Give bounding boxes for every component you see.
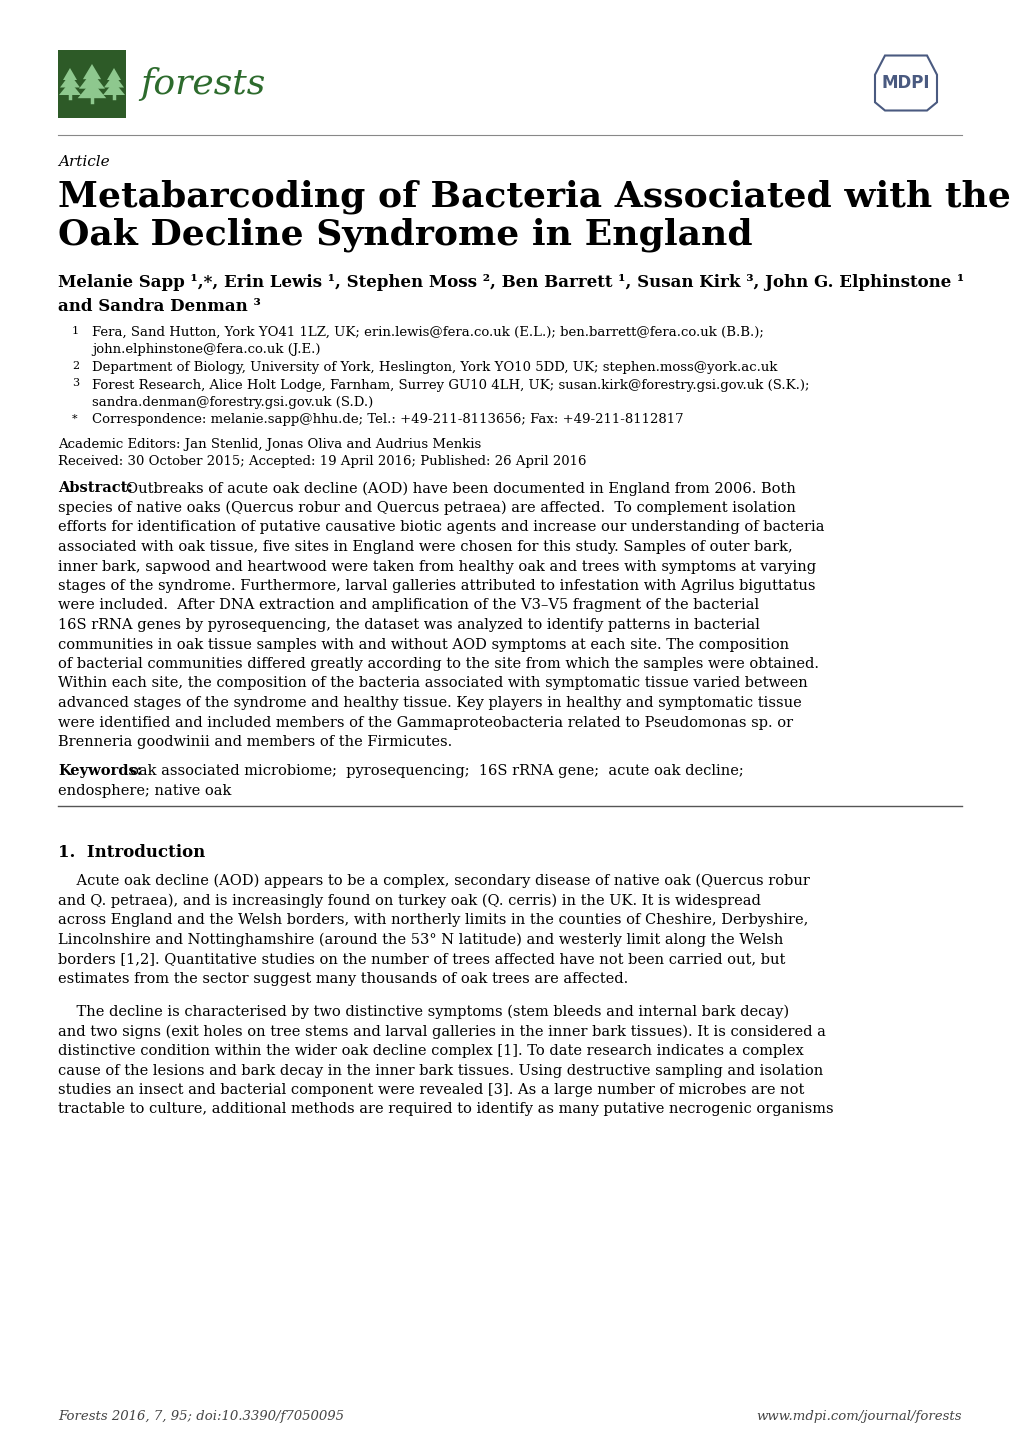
Polygon shape <box>103 82 125 95</box>
Text: sandra.denman@forestry.gsi.gov.uk (S.D.): sandra.denman@forestry.gsi.gov.uk (S.D.) <box>92 397 373 410</box>
Text: Fera, Sand Hutton, York YO41 1LZ, UK; erin.lewis@fera.co.uk (E.L.); ben.barrett@: Fera, Sand Hutton, York YO41 1LZ, UK; er… <box>92 326 763 339</box>
Polygon shape <box>104 74 124 88</box>
Text: Outbreaks of acute oak decline (AOD) have been documented in England from 2006. : Outbreaks of acute oak decline (AOD) hav… <box>126 482 795 496</box>
Text: Abstract:: Abstract: <box>58 482 132 496</box>
Text: Academic Editors: Jan Stenlid, Jonas Oliva and Audrius Menkis: Academic Editors: Jan Stenlid, Jonas Oli… <box>58 438 481 451</box>
Text: endosphere; native oak: endosphere; native oak <box>58 784 231 797</box>
Text: Metabarcoding of Bacteria Associated with the Acute: Metabarcoding of Bacteria Associated wit… <box>58 180 1019 215</box>
Text: and Q. petraea), and is increasingly found on turkey oak (Q. cerris) in the UK. : and Q. petraea), and is increasingly fou… <box>58 894 760 908</box>
Text: distinctive condition within the wider oak decline complex [1]. To date research: distinctive condition within the wider o… <box>58 1044 803 1058</box>
Text: Lincolnshire and Nottinghamshire (around the 53° N latitude) and westerly limit : Lincolnshire and Nottinghamshire (around… <box>58 933 783 947</box>
Text: Oak Decline Syndrome in England: Oak Decline Syndrome in England <box>58 218 752 252</box>
Text: and two signs (exit holes on tree stems and larval galleries in the inner bark t: and two signs (exit holes on tree stems … <box>58 1024 825 1038</box>
Polygon shape <box>83 63 101 79</box>
Text: forests: forests <box>140 66 265 101</box>
Text: advanced stages of the syndrome and healthy tissue. Key players in healthy and s: advanced stages of the syndrome and heal… <box>58 696 801 709</box>
Text: Brenneria goodwinii and members of the Firmicutes.: Brenneria goodwinii and members of the F… <box>58 735 451 748</box>
Text: Forests 2016, 7, 95; doi:10.3390/f7050095: Forests 2016, 7, 95; doi:10.3390/f705009… <box>58 1410 343 1423</box>
Text: Article: Article <box>58 154 109 169</box>
Text: www.mdpi.com/journal/forests: www.mdpi.com/journal/forests <box>756 1410 961 1423</box>
Polygon shape <box>77 81 106 98</box>
Text: Forest Research, Alice Holt Lodge, Farnham, Surrey GU10 4LH, UK; susan.kirk@fore: Forest Research, Alice Holt Lodge, Farnh… <box>92 378 809 391</box>
Text: 2: 2 <box>72 360 79 371</box>
Text: 1.  Introduction: 1. Introduction <box>58 844 205 861</box>
Text: MDPI: MDPI <box>880 74 929 92</box>
Text: Melanie Sapp ¹,*, Erin Lewis ¹, Stephen Moss ², Ben Barrett ¹, Susan Kirk ³, Joh: Melanie Sapp ¹,*, Erin Lewis ¹, Stephen … <box>58 274 963 291</box>
Text: Department of Biology, University of York, Heslington, York YO10 5DD, UK; stephe: Department of Biology, University of Yor… <box>92 360 776 373</box>
Polygon shape <box>107 68 121 79</box>
Text: studies an insect and bacterial component were revealed [3]. As a large number o: studies an insect and bacterial componen… <box>58 1083 804 1097</box>
Text: 1: 1 <box>72 326 79 336</box>
Text: stages of the syndrome. Furthermore, larval galleries attributed to infestation : stages of the syndrome. Furthermore, lar… <box>58 580 815 593</box>
Text: Correspondence: melanie.sapp@hhu.de; Tel.: +49-211-8113656; Fax: +49-211-8112817: Correspondence: melanie.sapp@hhu.de; Tel… <box>92 414 683 427</box>
Text: john.elphinstone@fera.co.uk (J.E.): john.elphinstone@fera.co.uk (J.E.) <box>92 343 320 356</box>
FancyBboxPatch shape <box>58 50 126 118</box>
Text: of bacterial communities differed greatly according to the site from which the s: of bacterial communities differed greatl… <box>58 658 818 671</box>
Text: 16S rRNA genes by pyrosequencing, the dataset was analyzed to identify patterns : 16S rRNA genes by pyrosequencing, the da… <box>58 619 759 632</box>
Text: Within each site, the composition of the bacteria associated with symptomatic ti: Within each site, the composition of the… <box>58 676 807 691</box>
Polygon shape <box>59 82 81 95</box>
Text: Acute oak decline (AOD) appears to be a complex, secondary disease of native oak: Acute oak decline (AOD) appears to be a … <box>58 874 809 888</box>
Text: Keywords:: Keywords: <box>58 764 142 779</box>
Text: associated with oak tissue, five sites in England were chosen for this study. Sa: associated with oak tissue, five sites i… <box>58 539 792 554</box>
Text: oak associated microbiome;  pyrosequencing;  16S rRNA gene;  acute oak decline;: oak associated microbiome; pyrosequencin… <box>129 764 743 779</box>
Text: 3: 3 <box>72 378 79 388</box>
Text: tractable to culture, additional methods are required to identify as many putati: tractable to culture, additional methods… <box>58 1103 833 1116</box>
Polygon shape <box>78 72 105 89</box>
Polygon shape <box>874 55 936 111</box>
Text: *: * <box>72 414 77 424</box>
Text: estimates from the sector suggest many thousands of oak trees are affected.: estimates from the sector suggest many t… <box>58 972 628 985</box>
Text: The decline is characterised by two distinctive symptoms (stem bleeds and intern: The decline is characterised by two dist… <box>58 1005 789 1019</box>
Text: and Sandra Denman ³: and Sandra Denman ³ <box>58 298 261 314</box>
Text: were identified and included members of the Gammaproteobacteria related to Pseud: were identified and included members of … <box>58 715 793 730</box>
Text: were included.  After DNA extraction and amplification of the V3–V5 fragment of : were included. After DNA extraction and … <box>58 598 758 613</box>
Text: across England and the Welsh borders, with northerly limits in the counties of C: across England and the Welsh borders, wi… <box>58 913 808 927</box>
Text: Received: 30 October 2015; Accepted: 19 April 2016; Published: 26 April 2016: Received: 30 October 2015; Accepted: 19 … <box>58 456 586 469</box>
Text: species of native oaks (Quercus robur and Quercus petraea) are affected.  To com: species of native oaks (Quercus robur an… <box>58 500 795 515</box>
Text: efforts for identification of putative causative biotic agents and increase our : efforts for identification of putative c… <box>58 521 823 535</box>
Text: inner bark, sapwood and heartwood were taken from healthy oak and trees with sym: inner bark, sapwood and heartwood were t… <box>58 559 815 574</box>
Text: communities in oak tissue samples with and without AOD symptoms at each site. Th: communities in oak tissue samples with a… <box>58 637 789 652</box>
Text: borders [1,2]. Quantitative studies on the number of trees affected have not bee: borders [1,2]. Quantitative studies on t… <box>58 952 785 966</box>
Polygon shape <box>63 68 76 79</box>
Polygon shape <box>60 74 79 88</box>
Text: cause of the lesions and bark decay in the inner bark tissues. Using destructive: cause of the lesions and bark decay in t… <box>58 1064 822 1077</box>
